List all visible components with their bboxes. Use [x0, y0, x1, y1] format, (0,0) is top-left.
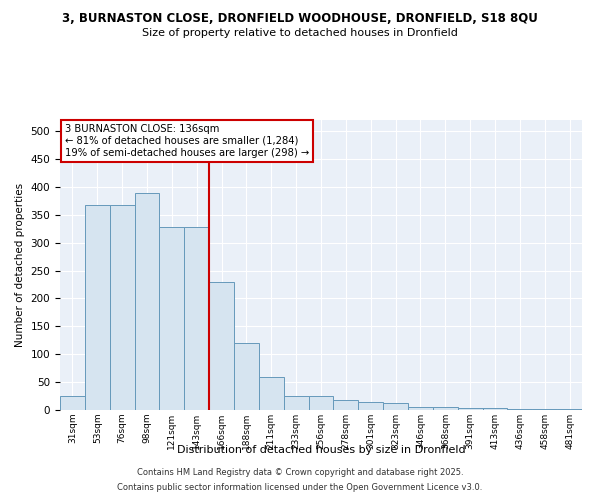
Bar — [482, 408, 508, 410]
Text: Contains HM Land Registry data © Crown copyright and database right 2025.: Contains HM Land Registry data © Crown c… — [137, 468, 463, 477]
Bar — [383, 404, 408, 410]
Text: Contains public sector information licensed under the Open Government Licence v3: Contains public sector information licen… — [118, 483, 482, 492]
Bar — [60, 396, 85, 410]
Bar — [160, 227, 184, 410]
Bar — [308, 396, 334, 410]
Bar — [557, 409, 582, 410]
Bar — [334, 400, 358, 410]
Bar — [532, 409, 557, 410]
Bar — [134, 192, 160, 410]
Bar — [408, 407, 433, 410]
Bar — [85, 206, 110, 410]
Bar — [234, 343, 259, 410]
Bar — [458, 408, 482, 410]
Bar — [433, 407, 458, 410]
Text: Size of property relative to detached houses in Dronfield: Size of property relative to detached ho… — [142, 28, 458, 38]
Text: 3, BURNASTON CLOSE, DRONFIELD WOODHOUSE, DRONFIELD, S18 8QU: 3, BURNASTON CLOSE, DRONFIELD WOODHOUSE,… — [62, 12, 538, 26]
Bar — [259, 376, 284, 410]
Bar — [209, 282, 234, 410]
Bar — [284, 396, 308, 410]
Bar — [508, 409, 532, 410]
Y-axis label: Number of detached properties: Number of detached properties — [15, 183, 25, 347]
Bar — [358, 402, 383, 410]
Text: 3 BURNASTON CLOSE: 136sqm
← 81% of detached houses are smaller (1,284)
19% of se: 3 BURNASTON CLOSE: 136sqm ← 81% of detac… — [65, 124, 310, 158]
Text: Distribution of detached houses by size in Dronfield: Distribution of detached houses by size … — [176, 445, 466, 455]
Bar — [184, 227, 209, 410]
Bar — [110, 206, 134, 410]
